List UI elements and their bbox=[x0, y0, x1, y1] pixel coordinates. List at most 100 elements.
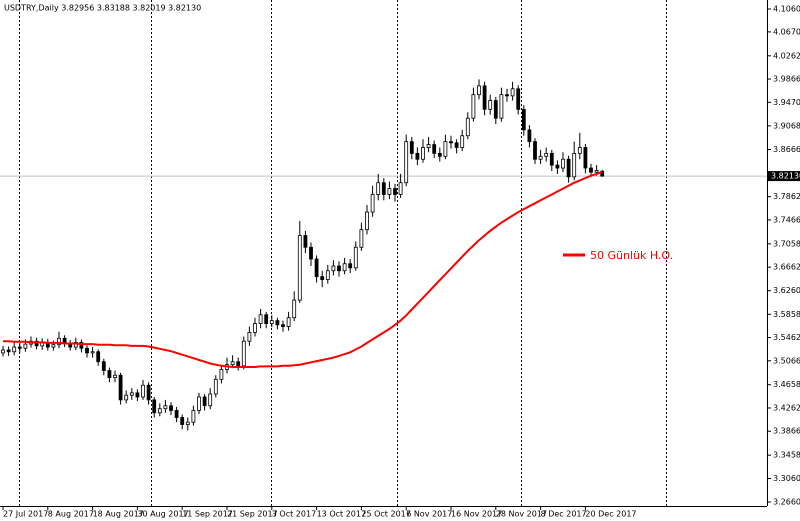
candle-body bbox=[107, 370, 112, 378]
candle-body bbox=[460, 135, 465, 148]
candle-body bbox=[533, 141, 537, 160]
candle-body bbox=[488, 100, 493, 110]
candle-body bbox=[443, 141, 448, 157]
candle-body bbox=[185, 421, 190, 425]
y-tick-label: 3.38660 bbox=[773, 427, 800, 436]
candle-body bbox=[409, 141, 414, 154]
candle-body bbox=[269, 320, 274, 324]
candle-body bbox=[51, 344, 56, 348]
y-tick-label: 4.10600 bbox=[773, 4, 800, 13]
x-tick-label: 16 Nov 2017 bbox=[451, 510, 502, 519]
candle-body bbox=[331, 265, 336, 272]
candle-body bbox=[174, 410, 179, 418]
y-tick-label: 3.46580 bbox=[773, 380, 800, 389]
candle-body bbox=[510, 88, 515, 97]
candle-body bbox=[325, 270, 330, 280]
candle-body bbox=[73, 341, 78, 348]
candle-body bbox=[471, 94, 476, 119]
candle-body bbox=[264, 314, 269, 324]
candle-body bbox=[437, 152, 442, 157]
candle-body bbox=[477, 85, 481, 96]
candle-body bbox=[213, 378, 218, 395]
candle-body bbox=[281, 324, 285, 327]
x-tick-label: 21 Sep 2017 bbox=[227, 510, 278, 519]
candle-body bbox=[124, 394, 129, 401]
y-tick-label: 3.94700 bbox=[773, 98, 800, 107]
candle-body bbox=[129, 392, 134, 396]
candle-body bbox=[342, 263, 347, 272]
candle-body bbox=[404, 141, 409, 184]
candle-body bbox=[589, 167, 593, 173]
candle-body bbox=[23, 343, 28, 349]
y-tick-label: 3.54620 bbox=[773, 333, 800, 342]
candle-body bbox=[85, 347, 89, 354]
candle-body bbox=[169, 405, 173, 411]
candle-body bbox=[577, 147, 582, 154]
vertical-grid bbox=[19, 0, 667, 506]
y-tick-label: 4.02620 bbox=[773, 51, 800, 60]
moving-average-line bbox=[3, 171, 603, 368]
candle-body bbox=[393, 188, 397, 195]
candle-body bbox=[415, 152, 420, 160]
x-tick-label: 30 Aug 2017 bbox=[137, 510, 188, 519]
candle-body bbox=[449, 141, 453, 144]
candle-body bbox=[152, 399, 157, 414]
y-tick-label: 3.42620 bbox=[773, 403, 800, 412]
candle-body bbox=[561, 158, 565, 169]
candle-body bbox=[337, 265, 341, 272]
candle-body bbox=[253, 323, 257, 333]
candle-body bbox=[538, 155, 543, 160]
candle-body bbox=[353, 246, 358, 269]
y-tick-label: 3.30600 bbox=[773, 474, 800, 483]
candle-body bbox=[555, 164, 560, 169]
candle-body bbox=[572, 152, 577, 178]
candle-body bbox=[247, 331, 252, 342]
legend-label: 50 Günlük H.O. bbox=[590, 249, 673, 262]
candle-body bbox=[146, 384, 151, 401]
x-tick-label: 20 Dec 2017 bbox=[585, 510, 636, 519]
y-tick-label: 3.86660 bbox=[773, 145, 800, 154]
candle-body bbox=[96, 351, 101, 363]
y-tick-label: 3.26600 bbox=[773, 498, 800, 507]
x-tick-label: 25 Oct 2017 bbox=[361, 510, 410, 519]
y-tick-label: 3.58580 bbox=[773, 310, 800, 319]
candle-body bbox=[141, 384, 145, 398]
x-tick-label: 28 Nov 2017 bbox=[496, 510, 547, 519]
candle-body bbox=[275, 320, 280, 326]
x-tick-label: 13 Oct 2017 bbox=[317, 510, 366, 519]
chart-title: USDTRY,Daily 3.82956 3.83188 3.82019 3.8… bbox=[4, 4, 201, 13]
candle-body bbox=[17, 346, 22, 349]
y-tick-label: 3.34580 bbox=[773, 451, 800, 460]
x-tick-label: 8 Aug 2017 bbox=[48, 510, 94, 519]
candle-body bbox=[79, 341, 84, 349]
candle-body bbox=[258, 314, 263, 324]
last-price-label: 3.82130 bbox=[771, 172, 800, 181]
candle-body bbox=[359, 229, 364, 248]
candle-body bbox=[566, 158, 571, 178]
candle-body bbox=[365, 211, 369, 231]
candle-body bbox=[197, 396, 201, 411]
candle-body bbox=[594, 169, 599, 173]
y-tick-label: 3.98660 bbox=[773, 75, 800, 84]
candle-body bbox=[90, 351, 95, 354]
candle-body bbox=[292, 299, 297, 319]
candle-body bbox=[135, 392, 140, 398]
candle-body bbox=[180, 417, 185, 425]
candle-body bbox=[219, 368, 224, 380]
candle-body bbox=[583, 147, 588, 169]
candle-body bbox=[381, 182, 386, 195]
candle-body bbox=[1, 349, 5, 354]
candle-body bbox=[236, 361, 241, 367]
candle-body bbox=[12, 346, 17, 353]
candle-body bbox=[516, 88, 521, 110]
last-price-box bbox=[768, 171, 800, 182]
x-tick-label: 8 Dec 2017 bbox=[541, 510, 587, 519]
candle-body bbox=[544, 152, 549, 157]
candle-body bbox=[6, 349, 11, 353]
candle-body bbox=[376, 182, 381, 195]
x-tick-label: 6 Nov 2017 bbox=[406, 510, 452, 519]
candle-body bbox=[426, 144, 431, 148]
candle-body bbox=[314, 258, 319, 278]
candle-body bbox=[101, 361, 106, 371]
candle-body bbox=[421, 147, 425, 160]
